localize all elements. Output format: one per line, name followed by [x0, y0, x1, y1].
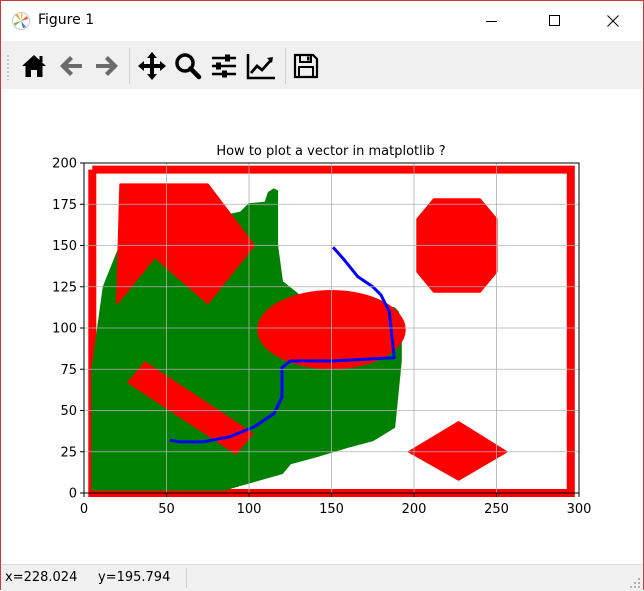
figure-canvas[interactable]: How to plot a vector in matplotlib ? 0 50…: [1, 89, 643, 563]
back-button[interactable]: [55, 50, 87, 82]
status-bar: x=228.024 y=195.794: [1, 564, 643, 591]
save-icon: [293, 53, 319, 79]
series-7-line: [169, 246, 396, 444]
y-tick-label: 50: [60, 404, 77, 419]
y-tick-label: 150: [52, 239, 77, 254]
navigation-toolbar: [1, 41, 643, 90]
y-tick-label: 125: [52, 280, 77, 295]
y-tick-label: 175: [52, 198, 77, 213]
x-tick-label: 50: [158, 502, 175, 517]
x-tick-label: 0: [80, 502, 88, 517]
y-tick-label: 100: [52, 322, 77, 337]
x-tick-label: 200: [402, 502, 427, 517]
home-button[interactable]: [18, 50, 50, 82]
matplotlib-logo-icon: [12, 12, 30, 30]
pan-button[interactable]: [136, 50, 168, 82]
arrow-left-icon: [60, 56, 82, 76]
line-chart-icon: [246, 54, 275, 80]
series-2-polygon: [116, 183, 255, 305]
plot-svg[interactable]: How to plot a vector in matplotlib ? 0 50…: [1, 89, 643, 563]
window-title: Figure 1: [38, 12, 95, 28]
forward-button[interactable]: [91, 50, 123, 82]
minimize-button[interactable]: [469, 1, 515, 41]
y-tick-label: 75: [60, 363, 77, 378]
y-tick-label: 200: [52, 157, 77, 172]
y-coordinate-readout: y=195.794: [98, 570, 171, 585]
search-icon: [175, 53, 202, 80]
maximize-button[interactable]: [532, 1, 578, 41]
series-layer: [88, 165, 575, 497]
close-button[interactable]: [590, 1, 636, 41]
sliders-icon: [212, 54, 236, 78]
save-button[interactable]: [290, 50, 322, 82]
arrow-right-icon: [96, 56, 118, 76]
x-tick-label: 150: [319, 502, 344, 517]
close-icon: [607, 15, 619, 27]
x-tick-label: 100: [237, 502, 262, 517]
configure-subplots-button[interactable]: [208, 50, 240, 82]
y-tick-label: 0: [69, 487, 77, 502]
resize-grip-icon[interactable]: [629, 577, 641, 589]
x-coordinate-readout: x=228.024: [5, 570, 78, 585]
toolbar-separator: [129, 48, 130, 84]
toolbar-grip[interactable]: [7, 54, 9, 80]
toolbar-separator: [285, 48, 286, 84]
status-separator: [186, 568, 187, 588]
maximize-icon: [549, 15, 560, 26]
y-tick-label: 25: [60, 445, 77, 460]
zoom-button[interactable]: [172, 50, 204, 82]
home-icon: [22, 55, 46, 77]
x-tick-label: 250: [484, 502, 509, 517]
edit-axis-button[interactable]: [245, 50, 277, 82]
move-icon: [138, 52, 166, 80]
series-5-polygon: [408, 421, 508, 481]
chart-title: How to plot a vector in matplotlib ?: [216, 144, 445, 159]
title-bar[interactable]: Figure 1: [1, 1, 643, 41]
plot-area[interactable]: 0 50 100 150 200 250 300 0 25 50 75 100 125 150 175 200: [52, 157, 591, 518]
minimize-icon: [486, 21, 497, 22]
x-tick-label: 300: [567, 502, 592, 517]
